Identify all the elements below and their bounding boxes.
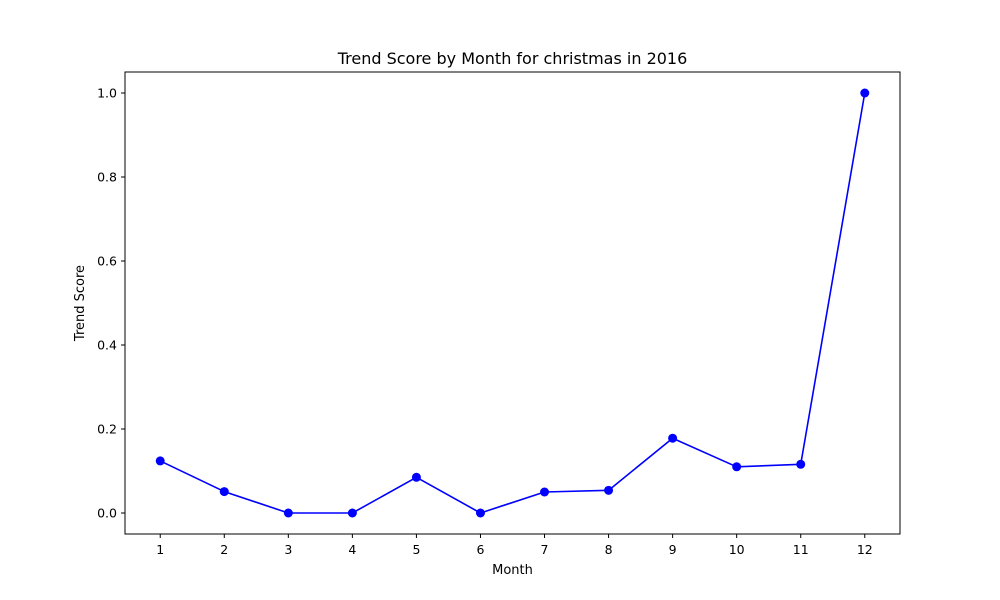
x-tick-label: 5 xyxy=(412,542,420,557)
chart-title: Trend Score by Month for christmas in 20… xyxy=(337,49,688,68)
y-axis: 0.0 0.2 0.4 0.6 0.8 1.0 xyxy=(97,86,125,521)
data-point xyxy=(668,433,678,443)
data-point xyxy=(155,456,165,466)
data-point xyxy=(283,508,293,518)
data-point xyxy=(347,508,357,518)
y-tick-label: 0.4 xyxy=(97,338,117,353)
x-tick-label: 8 xyxy=(605,542,613,557)
x-axis-label: Month xyxy=(492,563,533,578)
x-tick-label: 7 xyxy=(541,542,549,557)
x-tick-label: 12 xyxy=(857,542,873,557)
x-tick-label: 3 xyxy=(284,542,292,557)
y-tick-label: 0.0 xyxy=(97,506,117,521)
data-point xyxy=(732,462,742,472)
y-tick-label: 1.0 xyxy=(97,86,117,101)
x-tick-label: 4 xyxy=(348,542,356,557)
data-point xyxy=(796,459,806,469)
data-point xyxy=(540,487,550,497)
data-point xyxy=(411,472,421,482)
x-axis: 1 2 3 4 5 6 7 8 9 10 11 12 xyxy=(156,534,873,557)
y-tick-label: 0.6 xyxy=(97,254,117,269)
series-line xyxy=(159,92,866,514)
data-point xyxy=(860,88,870,98)
x-tick-label: 2 xyxy=(220,542,228,557)
x-tick-label: 1 xyxy=(156,542,164,557)
data-point xyxy=(475,508,485,518)
x-tick-label: 10 xyxy=(729,542,745,557)
data-point xyxy=(219,487,229,497)
y-axis-label: Trend Score xyxy=(73,265,88,342)
x-tick-label: 6 xyxy=(476,542,484,557)
plot-area xyxy=(124,71,901,535)
x-tick-label: 11 xyxy=(793,542,809,557)
y-tick-label: 0.8 xyxy=(97,170,117,185)
series-layer xyxy=(155,88,870,518)
data-point xyxy=(604,485,614,495)
y-tick-label: 0.2 xyxy=(97,422,117,437)
x-tick-label: 9 xyxy=(669,542,677,557)
